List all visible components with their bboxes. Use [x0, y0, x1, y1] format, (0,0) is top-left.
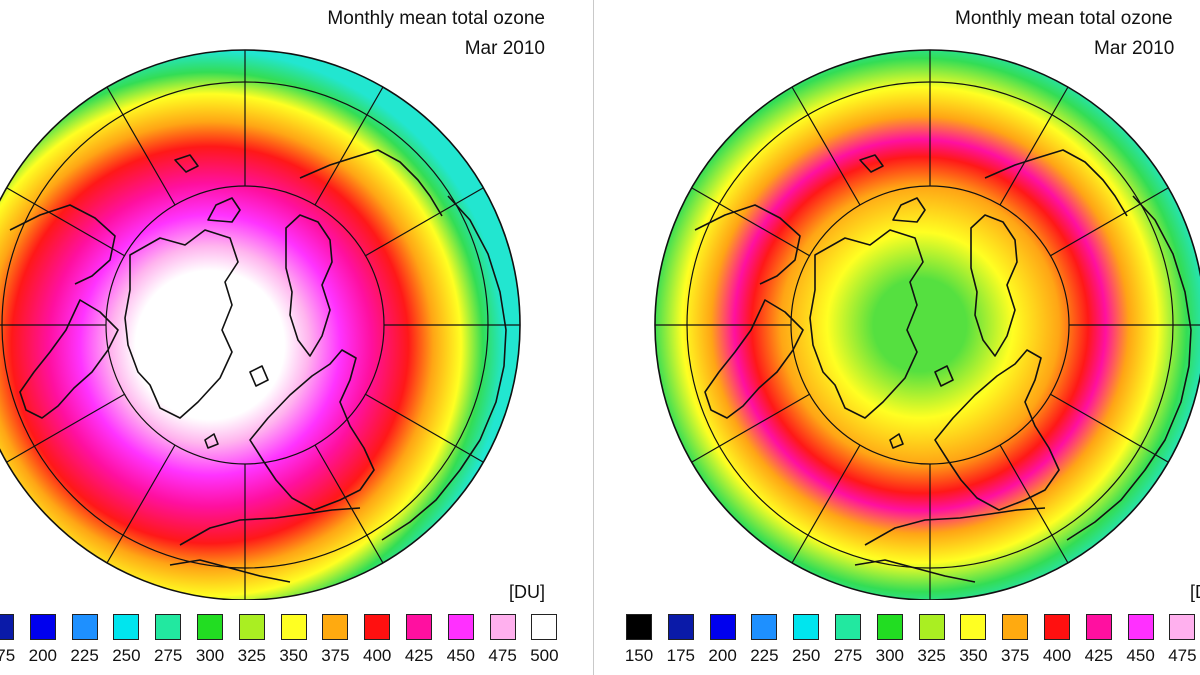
right-polar-ozone-map	[654, 49, 1200, 600]
legend-label: 300	[195, 646, 225, 665]
legend-swatch	[1169, 614, 1196, 640]
legend-label: 425	[404, 646, 434, 665]
right-ozone-panel: Monthly mean total ozone Mar 2010	[600, 0, 1200, 675]
legend-label: 300	[875, 646, 904, 665]
legend-label: 225	[70, 646, 99, 665]
legend-swatch	[626, 614, 652, 640]
legend-swatch	[918, 614, 945, 640]
legend-swatch	[322, 614, 349, 640]
legend-swatch	[197, 614, 223, 640]
legend-label: 325	[917, 646, 946, 665]
right-panel-date: Mar 2010	[1094, 38, 1175, 59]
legend-swatch	[0, 614, 14, 640]
legend-label: 325	[237, 646, 266, 665]
left-unit-label: [DU]	[509, 582, 545, 602]
right-color-legend: 150 175 200 225 250 275 300 325 350 375 400 425 450 4…	[600, 614, 1200, 670]
legend-label: 400	[1042, 646, 1072, 665]
legend-swatch	[238, 614, 265, 640]
legend-label: 225	[750, 646, 779, 665]
legend-label: 375	[1001, 646, 1030, 665]
legend-label: 450	[1126, 646, 1155, 665]
legend-label: 425	[1084, 646, 1113, 665]
legend-swatch	[280, 614, 307, 640]
legend-label: 150	[624, 646, 654, 665]
legend-label: 350	[279, 646, 308, 665]
legend-swatch	[751, 614, 778, 640]
legend-swatch	[531, 614, 558, 640]
right-ozone-field	[655, 50, 1200, 600]
legend-swatch	[876, 614, 903, 640]
right-map-rim	[654, 49, 1200, 600]
left-ozone-field	[0, 50, 520, 600]
legend-label: 200	[28, 646, 57, 665]
legend-label: 275	[833, 646, 863, 665]
legend-swatch	[709, 614, 736, 640]
legend-label: 475	[488, 646, 517, 665]
legend-swatch	[960, 614, 987, 640]
left-panel-title: Monthly mean total ozone	[327, 8, 545, 29]
legend-label: 450	[446, 646, 475, 665]
legend-label: 400	[363, 646, 392, 665]
legend-swatch	[667, 614, 694, 640]
right-graticule	[655, 50, 1200, 600]
legend-swatch	[793, 614, 820, 640]
legend-label: 500	[530, 646, 559, 665]
legend-swatch	[406, 614, 432, 640]
legend-swatch	[489, 614, 516, 640]
legend-label: 250	[112, 646, 141, 665]
left-panel-date: Mar 2010	[464, 38, 545, 59]
legend-label: 375	[321, 646, 350, 665]
legend-swatch	[71, 614, 98, 640]
panel-divider	[593, 0, 594, 675]
legend-swatch	[835, 614, 861, 640]
right-coastlines	[694, 149, 1192, 583]
legend-swatch	[364, 614, 391, 640]
right-panel-title: Monthly mean total ozone	[955, 8, 1173, 29]
left-ozone-panel: Monthly mean total ozone Mar 2010	[0, 0, 590, 675]
left-graticule	[0, 50, 520, 600]
legend-swatch	[447, 614, 474, 640]
legend-swatch	[1127, 614, 1154, 640]
legend-swatch	[155, 614, 182, 640]
left-polar-ozone-map	[0, 49, 521, 600]
right-unit-label: [DU]	[1190, 582, 1200, 602]
legend-swatch	[1002, 614, 1029, 640]
left-map-rim	[0, 49, 521, 600]
legend-label: 200	[708, 646, 737, 665]
legend-swatch	[29, 614, 56, 640]
legend-swatch	[1085, 614, 1112, 640]
legend-label: 250	[792, 646, 821, 665]
left-color-legend: 175 200 225 250 275 300 325 350 375 400 425 450 475 5…	[0, 614, 590, 670]
legend-label: 350	[959, 646, 988, 665]
legend-swatch	[113, 614, 140, 640]
legend-swatch	[1044, 614, 1070, 640]
legend-label: 275	[154, 646, 183, 665]
left-coastlines	[9, 149, 507, 583]
legend-label: 175	[666, 646, 695, 665]
legend-label: 175	[0, 646, 16, 665]
legend-label: 475	[1168, 646, 1197, 665]
